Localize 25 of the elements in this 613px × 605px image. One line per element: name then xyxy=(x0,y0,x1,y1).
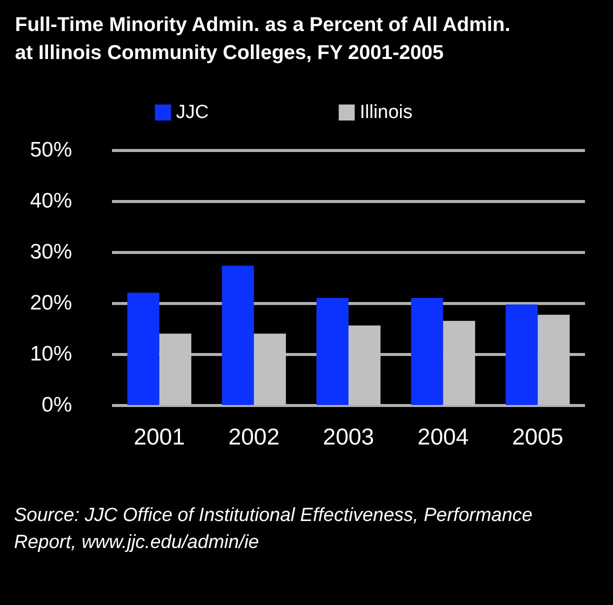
bar xyxy=(159,334,192,405)
y-tick-label: 0% xyxy=(42,394,72,416)
y-tick-label: 50% xyxy=(30,138,72,162)
bar xyxy=(222,266,254,405)
bar xyxy=(411,298,444,405)
bar xyxy=(506,304,538,405)
y-tick-label: 30% xyxy=(30,240,72,264)
y-tick-label: 40% xyxy=(30,190,72,212)
y-tick-label: 20% xyxy=(30,292,72,314)
legend-label: JJC xyxy=(176,102,209,123)
bar xyxy=(316,298,348,405)
bar xyxy=(254,334,286,405)
x-tick-label: 2003 xyxy=(322,424,374,450)
chart-title: Full-Time Minority Admin. as a Percent of All Admin. at Illinois Community Colleges, FY 2001-2005 xyxy=(15,14,510,64)
bar xyxy=(443,320,476,405)
y-tick-label: 10% xyxy=(30,342,72,366)
x-tick-label: 2002 xyxy=(228,424,280,450)
bar xyxy=(127,292,160,405)
source-note: Source: JJC Office of Institutional Effectiveness, Performance Report, www.jjc.edu/admin/ie xyxy=(14,505,533,553)
bar xyxy=(348,325,380,405)
x-tick-label: 2001 xyxy=(134,424,185,450)
x-tick-label: 2005 xyxy=(512,424,564,450)
bar xyxy=(538,314,570,405)
x-tick-label: 2004 xyxy=(418,424,469,450)
legend-label: Illinois xyxy=(360,102,413,123)
